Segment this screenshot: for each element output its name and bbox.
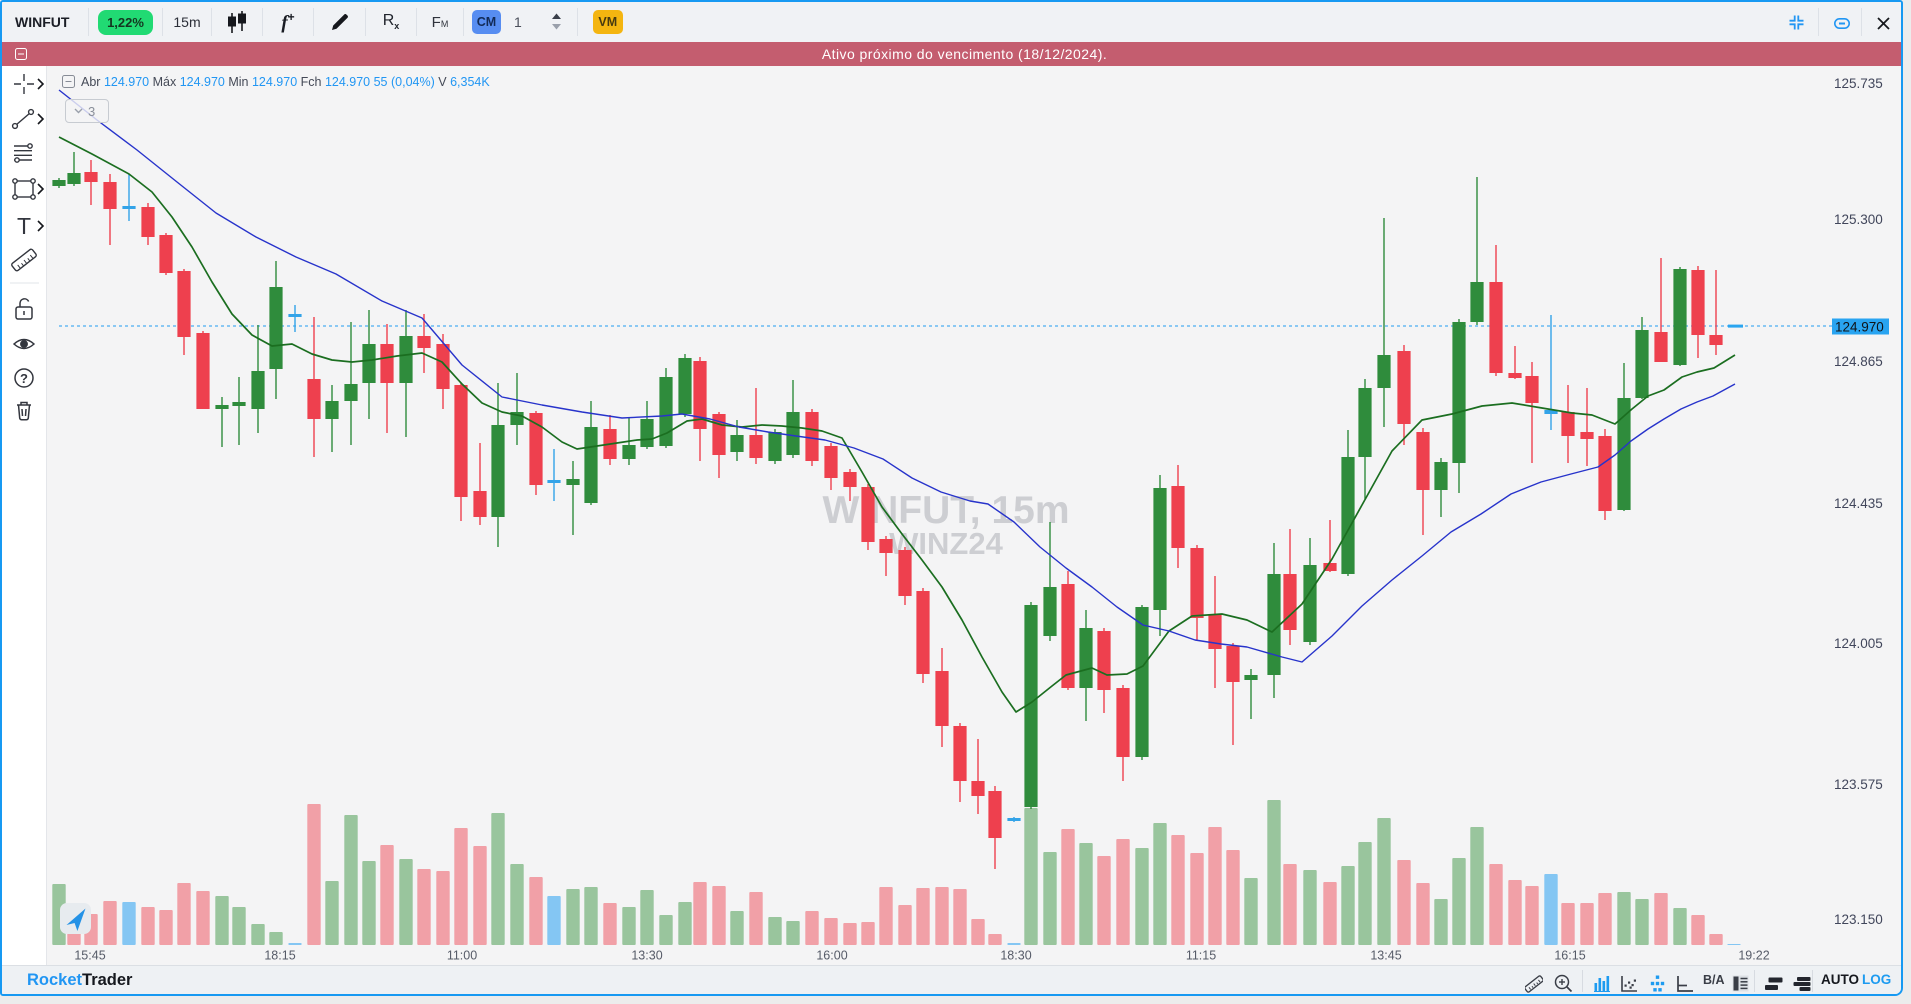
svg-text:13:30: 13:30 <box>631 949 662 963</box>
svg-text:123.150: 123.150 <box>1834 912 1883 927</box>
svg-text:124.435: 124.435 <box>1834 496 1883 511</box>
svg-text:?: ? <box>20 371 28 386</box>
svg-text:18:15: 18:15 <box>264 949 295 963</box>
svg-text:13:45: 13:45 <box>1370 949 1401 963</box>
svg-text:11:00: 11:00 <box>447 949 477 963</box>
svg-text:125.300: 125.300 <box>1834 212 1883 227</box>
svg-text:124.865: 124.865 <box>1834 354 1883 369</box>
svg-text:125.735: 125.735 <box>1834 76 1883 91</box>
svg-text:18:30: 18:30 <box>1000 949 1031 963</box>
svg-text:124.970: 124.970 <box>1835 320 1884 335</box>
svg-text:16:00: 16:00 <box>816 949 847 963</box>
svg-text:19:22: 19:22 <box>1738 949 1769 963</box>
svg-text:T: T <box>17 213 31 239</box>
svg-text:16:15: 16:15 <box>1554 949 1585 963</box>
svg-text:124.005: 124.005 <box>1834 636 1883 651</box>
svg-text:11:15: 11:15 <box>1186 949 1216 963</box>
svg-text:123.575: 123.575 <box>1834 777 1883 792</box>
svg-text:15:45: 15:45 <box>74 949 105 963</box>
